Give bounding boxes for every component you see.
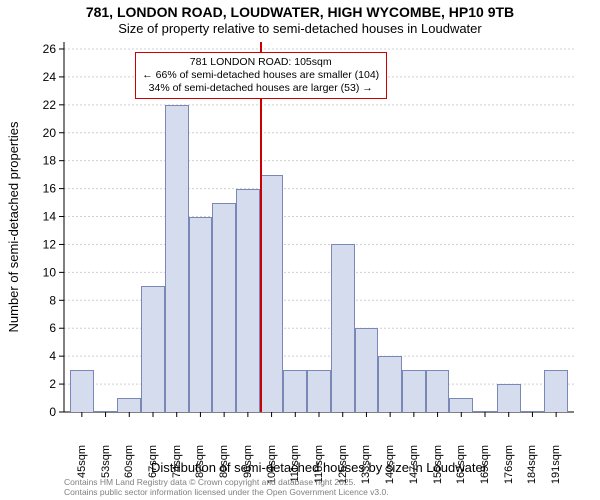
credits-line-2: Contains public sector information licen… <box>64 488 389 498</box>
y-tick-label: 20 <box>43 126 57 140</box>
histogram-bar <box>212 203 236 412</box>
histogram-bar <box>378 356 402 412</box>
chart-subtitle: Size of property relative to semi-detach… <box>0 21 600 36</box>
chart-container: 781, LONDON ROAD, LOUDWATER, HIGH WYCOMB… <box>0 0 600 500</box>
histogram-bar <box>331 244 355 412</box>
histogram-bar <box>402 370 426 412</box>
plot-area: 02468101214161820222426 781 LONDON ROAD:… <box>64 42 574 412</box>
y-tick-label: 26 <box>43 42 57 56</box>
histogram-bar <box>141 286 165 412</box>
x-axis-label: Distribution of semi-detached houses by … <box>64 460 574 475</box>
histogram-bar <box>70 370 94 412</box>
y-ticks: 02468101214161820222426 <box>43 42 64 419</box>
credits: Contains HM Land Registry data © Crown c… <box>64 478 389 498</box>
annotation-line-2: ← 66% of semi-detached houses are smalle… <box>142 69 380 82</box>
annotation-line-3: 34% of semi-detached houses are larger (… <box>142 82 380 95</box>
y-tick-label: 2 <box>49 377 56 391</box>
annotation-box: 781 LONDON ROAD: 105sqm ← 66% of semi-de… <box>135 52 387 99</box>
histogram-bar <box>307 370 331 412</box>
y-tick-label: 14 <box>43 210 57 224</box>
histogram-bar <box>117 398 141 412</box>
y-tick-label: 10 <box>43 265 57 279</box>
histogram-bar <box>94 411 118 412</box>
histogram-bar <box>165 105 189 412</box>
title-block: 781, LONDON ROAD, LOUDWATER, HIGH WYCOMB… <box>0 4 600 36</box>
histogram-bar <box>521 411 545 412</box>
histogram-bar <box>283 370 307 412</box>
y-tick-label: 0 <box>49 405 56 419</box>
histogram-bar <box>426 370 450 412</box>
y-tick-label: 24 <box>43 70 57 84</box>
x-tick-marks <box>82 412 556 417</box>
histogram-bar <box>544 370 568 412</box>
histogram-bar <box>497 384 521 412</box>
histogram-bar <box>473 411 497 412</box>
y-tick-label: 22 <box>43 98 57 112</box>
histogram-bar <box>189 217 213 412</box>
y-tick-label: 16 <box>43 182 57 196</box>
y-axis-label: Number of semi-detached properties <box>6 42 21 412</box>
y-tick-label: 18 <box>43 154 57 168</box>
y-tick-label: 4 <box>49 349 56 363</box>
histogram-bar <box>260 175 284 412</box>
chart-title: 781, LONDON ROAD, LOUDWATER, HIGH WYCOMB… <box>0 4 600 20</box>
annotation-line-1: 781 LONDON ROAD: 105sqm <box>142 56 380 69</box>
histogram-bar <box>355 328 379 412</box>
y-tick-label: 8 <box>49 293 56 307</box>
y-tick-label: 6 <box>49 321 56 335</box>
y-tick-label: 12 <box>43 237 57 251</box>
histogram-bar <box>236 189 260 412</box>
histogram-bar <box>449 398 473 412</box>
